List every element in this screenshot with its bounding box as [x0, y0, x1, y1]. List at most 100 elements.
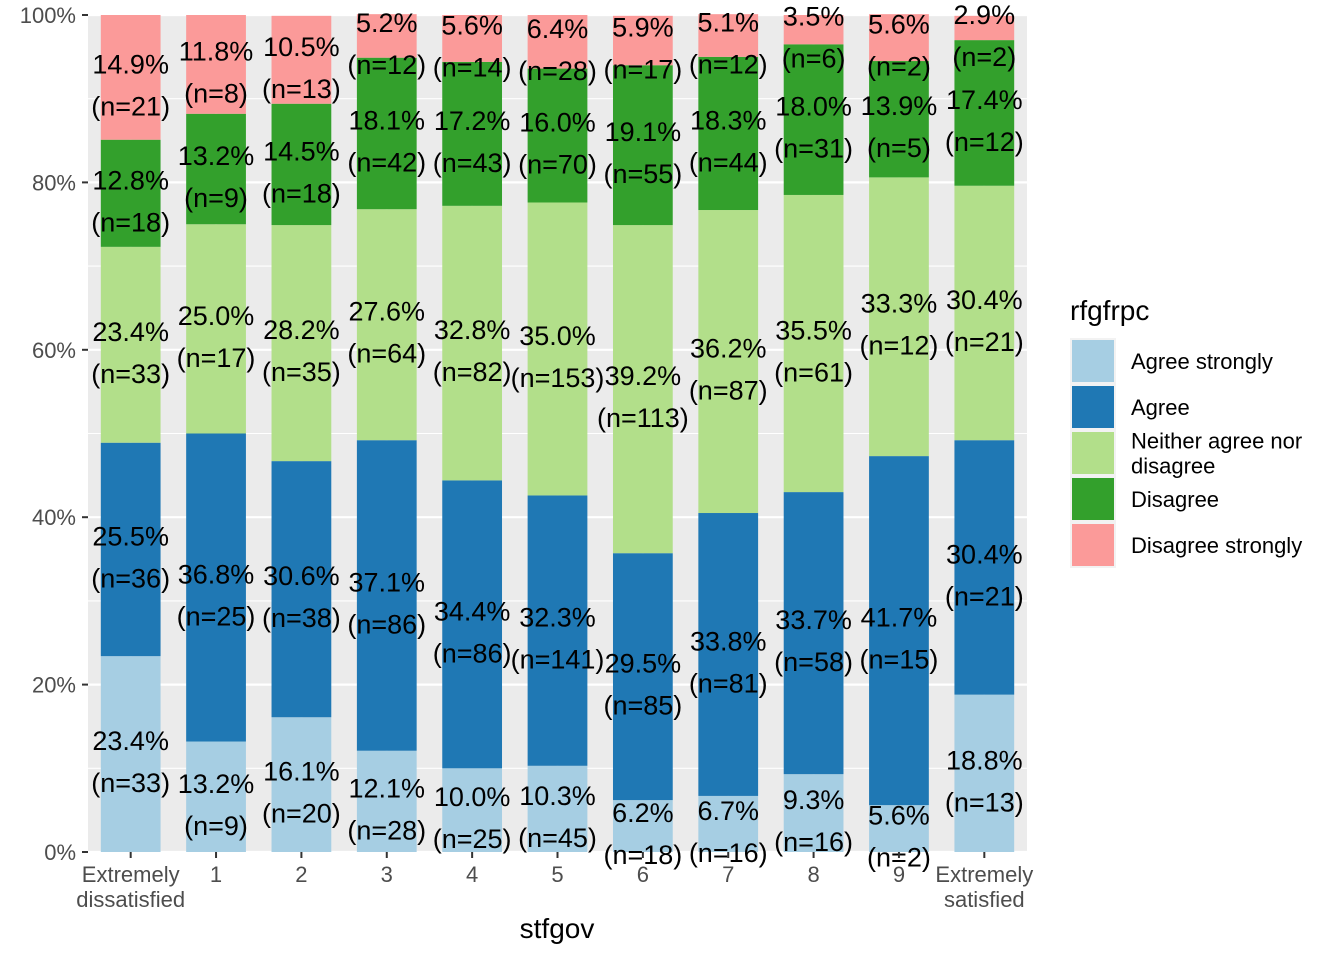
bar-segment — [442, 61, 503, 206]
segment-percent-label: 18.3% — [690, 105, 767, 135]
segment-percent-label: 5.6% — [868, 801, 930, 831]
bar-segment — [612, 65, 673, 226]
bar-segment — [356, 440, 417, 751]
segment-labels: 23.4% (n=33) 25.5% (n=36) 23.4% (n=33) 12.8% (n… — [91, 0, 1023, 873]
bar-segment — [954, 40, 1015, 186]
segment-percent-label: 37.1% — [348, 567, 425, 597]
segment-percent-label: 5.6% — [868, 10, 930, 40]
segment-percent-label: 34.4% — [434, 596, 511, 626]
y-tick-label: 80% — [32, 170, 76, 195]
segment-count-label: (n=17) — [603, 55, 682, 85]
bar-segment — [356, 750, 417, 852]
segment-percent-label: 35.5% — [775, 316, 852, 346]
x-tick-label: dissatisfied — [76, 887, 185, 912]
segment-count-label: (n=12) — [689, 50, 768, 80]
x-tick-label: 5 — [551, 862, 563, 887]
segment-count-label: (n=21) — [945, 327, 1024, 357]
bar-segment — [783, 44, 844, 195]
segment-percent-label: 10.5% — [263, 32, 340, 62]
bar-segment — [442, 480, 503, 769]
segment-percent-label: 17.2% — [434, 106, 511, 136]
bar-segment — [527, 15, 588, 69]
legend-label: Disagree — [1131, 487, 1219, 512]
segment-percent-label: 18.0% — [775, 92, 852, 122]
segment-percent-label: 9.3% — [783, 785, 845, 815]
bar-segment — [100, 139, 161, 247]
legend-label: disagree — [1131, 454, 1215, 479]
segment-count-label: (n=44) — [689, 147, 768, 177]
bar-segment — [186, 15, 246, 114]
legend: rfgfrpc Agree strongly Agree Neither agree… — [1070, 295, 1302, 568]
segment-count-label: (n=5) — [867, 133, 931, 163]
x-tick-label: satisfied — [944, 887, 1025, 912]
segment-percent-label: 6.4% — [527, 14, 589, 44]
segment-count-label: (n=15) — [860, 645, 939, 675]
segment-percent-label: 19.1% — [605, 117, 682, 147]
bar-segment — [527, 765, 588, 852]
bar-segment — [783, 492, 844, 775]
bar-segment — [698, 210, 759, 514]
legend-swatch — [1072, 340, 1114, 382]
bar-segment — [442, 205, 503, 481]
segment-count-label: (n=81) — [689, 668, 768, 698]
segment-percent-label: 11.8% — [179, 36, 254, 66]
bar-segment — [100, 15, 161, 140]
segment-percent-label: 14.5% — [263, 136, 340, 166]
segment-count-label: (n=21) — [945, 581, 1024, 611]
segment-count-label: (n=35) — [262, 357, 341, 387]
legend-title: rfgfrpc — [1070, 295, 1149, 326]
segment-count-label: (n=43) — [433, 148, 512, 178]
segment-percent-label: 18.8% — [946, 745, 1023, 775]
segment-count-label: (n=86) — [433, 638, 512, 668]
segment-percent-label: 41.7% — [861, 603, 938, 633]
segment-count-label: (n=2) — [952, 42, 1016, 72]
segment-percent-label: 5.1% — [697, 8, 759, 38]
y-tick-label: 0% — [44, 840, 76, 865]
x-tick-label: 4 — [466, 862, 478, 887]
segment-percent-label: 36.2% — [690, 334, 767, 364]
segment-percent-label: 10.3% — [519, 781, 596, 811]
bar-segment — [612, 800, 673, 852]
segment-count-label: (n=18) — [91, 207, 170, 237]
segment-count-label: (n=9) — [184, 183, 248, 213]
segment-percent-label: 32.3% — [519, 603, 596, 633]
segment-percent-label: 17.4% — [946, 85, 1023, 115]
bar-segment — [783, 194, 844, 493]
segment-percent-label: 13.2% — [178, 769, 255, 799]
x-tick-label: Extremely — [82, 862, 180, 887]
x-tick-label: 3 — [381, 862, 393, 887]
segment-count-label: (n=20) — [262, 799, 341, 829]
segment-count-label: (n=55) — [603, 159, 682, 189]
segment-percent-label: 12.1% — [348, 773, 425, 803]
bar-segment — [186, 224, 246, 434]
segment-percent-label: 30.4% — [946, 285, 1023, 315]
segment-percent-label: 5.2% — [356, 8, 418, 38]
legend-swatch — [1072, 432, 1114, 474]
segment-percent-label: 39.2% — [605, 361, 682, 391]
bar-segment — [527, 202, 588, 496]
y-tick-label: 20% — [32, 673, 76, 698]
segment-percent-label: 13.2% — [178, 141, 255, 171]
segment-percent-label: 5.6% — [441, 10, 503, 40]
bar-segment — [954, 694, 1015, 852]
bar-segment — [186, 433, 246, 742]
segment-count-label: (n=86) — [347, 609, 426, 639]
segment-percent-label: 32.8% — [434, 315, 511, 345]
legend-label: Neither agree nor — [1131, 429, 1302, 454]
segment-count-label: (n=70) — [518, 150, 597, 180]
bar-segment — [186, 741, 246, 852]
segment-count-label: (n=38) — [262, 603, 341, 633]
segment-count-label: (n=87) — [689, 376, 768, 406]
segment-percent-label: 16.0% — [519, 108, 596, 138]
segment-count-label: (n=25) — [177, 602, 256, 632]
x-tick-label: 9 — [893, 862, 905, 887]
segment-count-label: (n=33) — [91, 359, 170, 389]
bars — [100, 14, 1015, 852]
bar-segment — [612, 15, 673, 66]
bar-segment — [527, 495, 588, 766]
bar-segment — [698, 513, 759, 796]
legend-label: Agree — [1131, 395, 1190, 420]
segment-percent-label: 16.1% — [263, 757, 340, 787]
segment-count-label: (n=28) — [518, 56, 597, 86]
x-tick-label: 2 — [295, 862, 307, 887]
